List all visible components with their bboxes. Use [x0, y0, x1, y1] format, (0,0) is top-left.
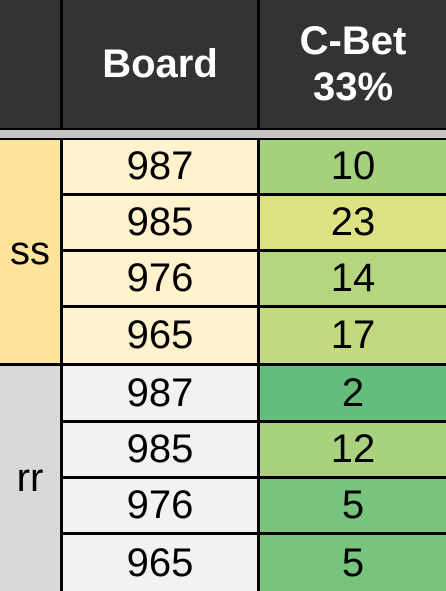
cbet-value: 5 — [341, 540, 365, 585]
header-cbet: C-Bet 33% — [260, 0, 446, 128]
group-label-ss: ss — [0, 140, 60, 363]
board-value: 965 — [126, 313, 194, 357]
header-corner-cell — [0, 0, 60, 128]
board-cell: 965 — [63, 535, 257, 591]
cbet-cell: 5 — [260, 479, 446, 532]
header-separator — [0, 130, 446, 138]
board-value: 987 — [126, 144, 194, 188]
board-value: 976 — [126, 256, 194, 300]
cbet-cell: 23 — [260, 196, 446, 249]
cbet-cell: 10 — [260, 140, 446, 193]
cbet-value: 14 — [330, 256, 376, 300]
header-board: Board — [63, 0, 257, 128]
cbet-cell: 17 — [260, 308, 446, 363]
cbet-value: 23 — [330, 200, 376, 244]
board-value: 976 — [126, 483, 194, 527]
board-cell: 985 — [63, 196, 257, 249]
board-value: 985 — [126, 427, 194, 471]
cbet-cell: 2 — [260, 366, 446, 420]
board-cell: 976 — [63, 252, 257, 305]
board-cell: 965 — [63, 308, 257, 363]
header-cbet-line2: 33% — [312, 65, 394, 109]
group-label-text: rr — [16, 456, 44, 500]
board-value: 985 — [126, 200, 194, 244]
cbet-value: 2 — [341, 370, 365, 415]
board-cell: 987 — [63, 140, 257, 193]
group-label-text: ss — [10, 229, 50, 273]
cbet-value: 12 — [330, 427, 376, 471]
cbet-value: 10 — [330, 144, 376, 188]
board-value: 987 — [126, 370, 194, 415]
board-cell: 985 — [63, 423, 257, 476]
board-cell: 987 — [63, 366, 257, 420]
cbet-cell: 5 — [260, 535, 446, 591]
board-cell: 976 — [63, 479, 257, 532]
cbet-value: 5 — [341, 483, 365, 527]
cbet-value: 17 — [330, 313, 376, 357]
group-label-rr: rr — [0, 366, 60, 591]
cbet-cell: 12 — [260, 423, 446, 476]
board-value: 965 — [126, 540, 194, 585]
cbet-cell: 14 — [260, 252, 446, 305]
header-board-text: Board — [102, 42, 218, 86]
header-cbet-line1: C-Bet — [299, 19, 407, 63]
